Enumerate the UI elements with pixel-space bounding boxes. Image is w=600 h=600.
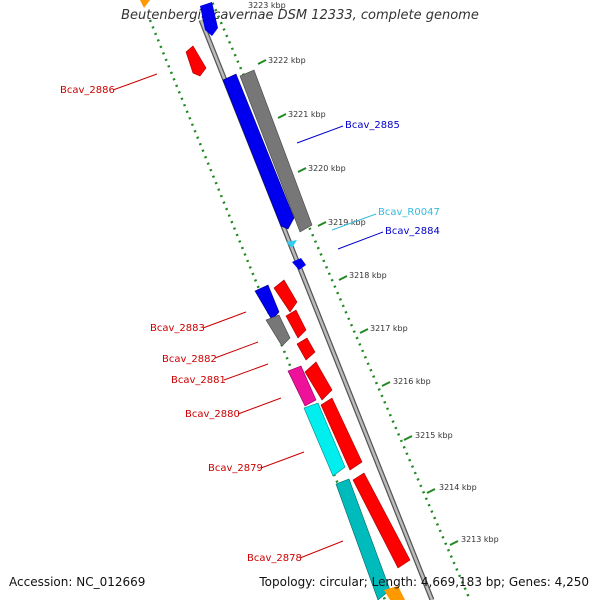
gene-bcav-2884-feature[interactable] xyxy=(292,258,306,270)
gene-label-bcav-2880[interactable]: Bcav_2880 xyxy=(185,409,240,420)
tick-labels: 3223 kbp 3222 kbp 3221 kbp 3220 kbp 3219… xyxy=(248,1,499,544)
tick-label: 3216 kbp xyxy=(393,377,431,386)
gene-bcav-2883-feature[interactable] xyxy=(254,284,280,321)
gene-red-top[interactable] xyxy=(140,0,150,8)
gene-bcav-2885-feature[interactable] xyxy=(222,73,295,230)
gene-gray-3221[interactable] xyxy=(239,69,313,233)
gene-label-bcav-2885[interactable]: Bcav_2885 xyxy=(345,120,400,131)
gene-label-bcav-2884[interactable]: Bcav_2884 xyxy=(385,226,440,237)
tick-label: 3218 kbp xyxy=(349,271,387,280)
gene-bcav-2886-feature[interactable] xyxy=(185,45,207,77)
tick-label: 3223 kbp xyxy=(248,1,286,10)
gene-label-bcav-2883[interactable]: Bcav_2883 xyxy=(150,323,205,334)
genome-summary-text: Topology: circular; Length: 4,669,183 bp… xyxy=(259,575,589,589)
gene-label-bcav-2878[interactable]: Bcav_2878 xyxy=(247,553,302,564)
gene-bcav-2882-feature[interactable] xyxy=(265,314,291,347)
gene-label-layer: Bcav_2886 Bcav_2885 Bcav_R0047 Bcav_2884… xyxy=(60,73,440,564)
tick-label: 3214 kbp xyxy=(439,483,477,492)
tick-marks xyxy=(257,59,459,546)
tick-label: 3222 kbp xyxy=(268,56,306,65)
tick-label: 3220 kbp xyxy=(308,164,346,173)
gene-label-bcav-2879[interactable]: Bcav_2879 xyxy=(208,463,263,474)
reverse-genes xyxy=(140,0,411,569)
gene-red-f[interactable] xyxy=(352,472,411,569)
tick-label: 3217 kbp xyxy=(370,324,408,333)
gene-bcav-2879-feature[interactable] xyxy=(303,402,346,477)
gene-red-e[interactable] xyxy=(320,397,363,471)
forward-genes xyxy=(185,2,405,600)
tick-label: 3215 kbp xyxy=(415,431,453,440)
tick-label: 3213 kbp xyxy=(461,535,499,544)
gene-red-d[interactable] xyxy=(304,361,333,401)
gene-label-bcav-2882[interactable]: Bcav_2882 xyxy=(162,354,217,365)
gene-bottom-feature-orange[interactable] xyxy=(384,586,405,600)
outer-dotted-track xyxy=(209,0,472,600)
gene-label-bcav-2886[interactable]: Bcav_2886 xyxy=(60,85,115,96)
gene-top-feature-3223[interactable] xyxy=(200,2,218,36)
accession-text: Accession: NC_012669 xyxy=(9,575,146,589)
gene-label-bcav-2881[interactable]: Bcav_2881 xyxy=(171,375,226,386)
gene-red-c[interactable] xyxy=(296,337,316,361)
gene-red-a[interactable] xyxy=(273,279,298,313)
gene-bcav-2880-feature[interactable] xyxy=(287,365,317,407)
gene-label-bcav-r0047[interactable]: Bcav_R0047 xyxy=(378,207,440,218)
tick-label: 3219 kbp xyxy=(328,218,366,227)
gene-red-b[interactable] xyxy=(285,309,307,339)
tick-label: 3221 kbp xyxy=(288,110,326,119)
gene-bcav-r0047-feature[interactable] xyxy=(286,240,297,248)
